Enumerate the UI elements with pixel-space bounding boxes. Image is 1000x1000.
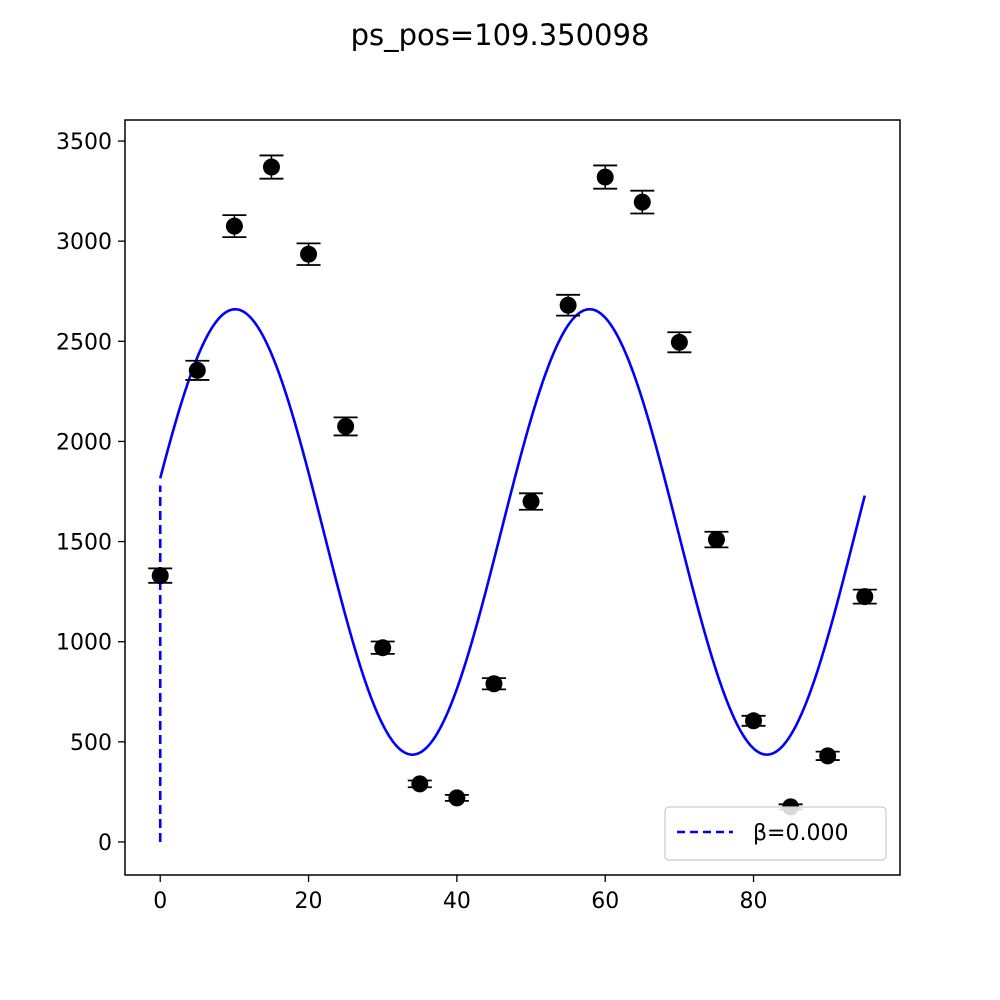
data-point [815,747,840,765]
fit-curve [158,307,867,756]
y-tick-label: 3500 [56,130,112,155]
y-tick-label: 1000 [56,631,112,656]
data-point [222,214,247,239]
y-tick-label: 500 [70,731,112,756]
data-marker [225,217,243,235]
chart-title: ps_pos=109.350098 [351,18,650,52]
y-tick-label: 2500 [56,330,112,355]
data-marker [856,588,874,606]
data-point [556,293,581,317]
y-tick-label: 0 [98,831,112,856]
x-ticks: 0 20 40 60 80 [153,875,768,914]
data-point [852,588,877,606]
data-point [407,775,432,793]
y-tick-label: 2000 [56,430,112,455]
data-marker [819,747,837,765]
data-marker [448,789,466,807]
legend-box [664,806,887,861]
data-marker [262,158,280,176]
data-marker [485,675,503,693]
data-marker [337,417,355,435]
data-point [185,359,210,381]
data-point [370,639,395,657]
data-point [519,492,544,511]
data-marker [411,775,429,793]
y-ticks: 0 500 1000 1500 2000 2500 3000 3500 [56,130,125,856]
data-point [741,712,766,730]
data-point [333,416,358,437]
plot-frame [124,119,901,876]
data-point [444,789,469,807]
x-tick-label: 80 [740,889,768,914]
data-marker [596,168,614,186]
x-tick-label: 0 [153,889,167,914]
legend-label: β=0.000 [753,821,848,846]
data-points-layer [148,154,877,816]
data-marker [670,333,688,351]
data-marker [707,531,725,549]
data-marker [188,361,206,379]
data-point [630,189,655,215]
fit-curve-layer [158,307,867,756]
data-marker [745,712,763,730]
data-marker [374,639,392,657]
y-tick-label: 1500 [56,531,112,556]
data-point [148,567,173,585]
legend: β=0.000 [664,806,887,861]
data-point [593,164,618,190]
data-point [296,242,321,266]
data-marker [559,296,577,314]
x-tick-label: 60 [591,889,619,914]
data-point [259,154,284,180]
x-tick-label: 20 [295,889,323,914]
data-marker [151,567,169,585]
y-tick-label: 3000 [56,230,112,255]
data-point [704,530,729,549]
data-marker [633,193,651,211]
data-point [667,331,692,354]
data-point [481,675,506,693]
data-marker [300,245,318,263]
data-marker [522,493,540,511]
x-tick-label: 40 [443,889,471,914]
